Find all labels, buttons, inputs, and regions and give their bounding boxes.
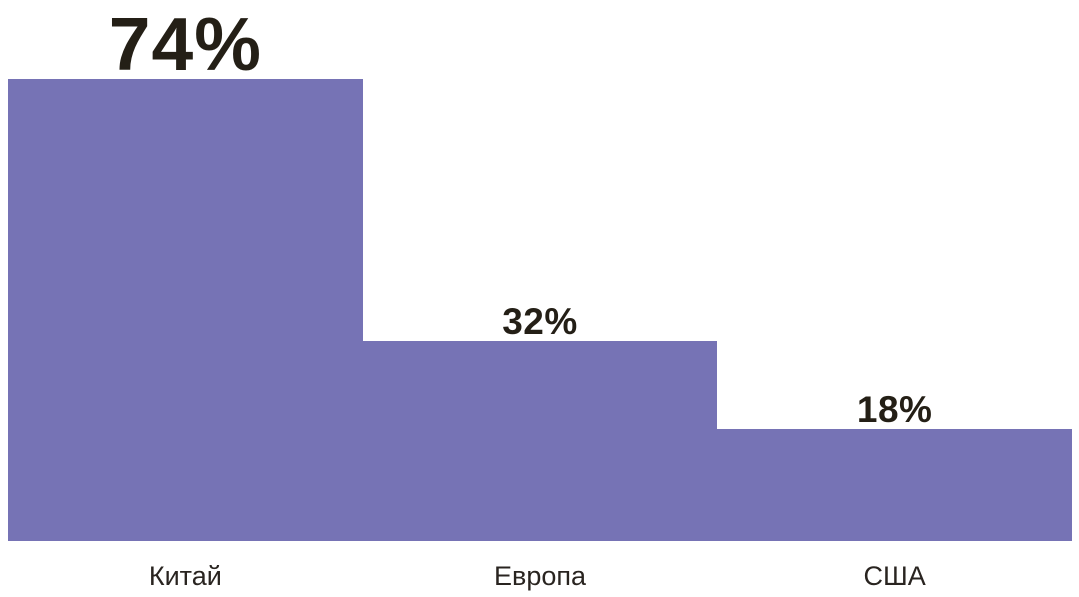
- bar-group-usa: 18%: [717, 0, 1073, 541]
- bar-group-china: 74%: [8, 0, 363, 541]
- bar-usa: [717, 428, 1073, 541]
- bar-europe: [362, 341, 718, 541]
- value-label-usa: 18%: [856, 388, 933, 430]
- plot-area: 74% 32% 18%: [8, 0, 1073, 541]
- bar-china: [8, 78, 363, 541]
- category-axis: Китай Европа США: [8, 541, 1072, 597]
- category-label-china: Китай: [148, 561, 222, 591]
- value-label-europe: 32%: [502, 301, 578, 342]
- value-label-china: 74%: [108, 1, 262, 86]
- category-label-europe: Европа: [493, 561, 587, 591]
- category-label-usa: США: [863, 561, 926, 591]
- bar-group-europe: 32%: [362, 0, 718, 541]
